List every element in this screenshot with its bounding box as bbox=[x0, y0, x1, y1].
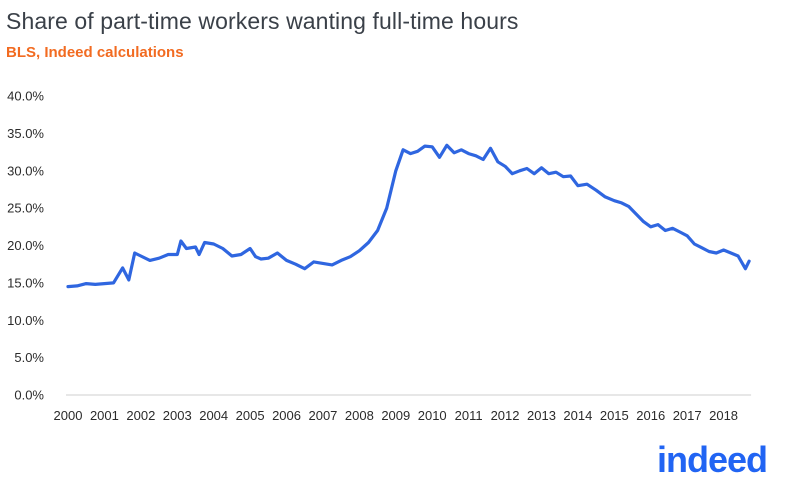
x-tick-label: 2014 bbox=[563, 408, 592, 423]
chart-title: Share of part-time workers wanting full-… bbox=[6, 8, 519, 34]
series-line bbox=[66, 143, 751, 289]
x-axis-ticks: 2000 2001 2002 2003 2004 2005 2006 2007 2008 2009… bbox=[54, 408, 739, 423]
x-tick-label: 2015 bbox=[600, 408, 629, 423]
x-tick-label: 2003 bbox=[163, 408, 192, 423]
x-tick-label: 2013 bbox=[527, 408, 556, 423]
y-tick-label: 35.0% bbox=[7, 126, 44, 141]
y-tick-label: 40.0% bbox=[7, 89, 44, 104]
x-tick-label: 2004 bbox=[199, 408, 228, 423]
x-tick-label: 2005 bbox=[236, 408, 265, 423]
y-tick-label: 0.0% bbox=[14, 388, 44, 403]
chart-subtitle: BLS, Indeed calculations bbox=[6, 44, 184, 61]
indeed-logo: indeed bbox=[656, 439, 768, 480]
x-tick-label: 2008 bbox=[345, 408, 374, 423]
x-tick-label: 2012 bbox=[491, 408, 520, 423]
y-axis-ticks: 0.0% 5.0% 10.0% 15.0% 20.0% 25.0% 30.0% 35.0% 40… bbox=[7, 89, 44, 403]
x-tick-label: 2002 bbox=[126, 408, 155, 423]
x-tick-label: 2006 bbox=[272, 408, 301, 423]
y-tick-label: 25.0% bbox=[7, 201, 44, 216]
y-tick-label: 30.0% bbox=[7, 163, 44, 178]
x-tick-label: 2007 bbox=[308, 408, 337, 423]
x-tick-label: 2016 bbox=[636, 408, 665, 423]
y-tick-label: 20.0% bbox=[7, 238, 44, 253]
x-tick-label: 2017 bbox=[673, 408, 702, 423]
y-tick-label: 5.0% bbox=[14, 350, 44, 365]
x-tick-label: 2000 bbox=[54, 408, 83, 423]
x-tick-label: 2018 bbox=[709, 408, 738, 423]
x-tick-label: 2010 bbox=[418, 408, 447, 423]
x-tick-label: 2001 bbox=[90, 408, 119, 423]
y-tick-label: 15.0% bbox=[7, 275, 44, 290]
x-tick-label: 2011 bbox=[455, 408, 483, 423]
y-tick-label: 10.0% bbox=[7, 313, 44, 328]
x-tick-label: 2009 bbox=[381, 408, 410, 423]
